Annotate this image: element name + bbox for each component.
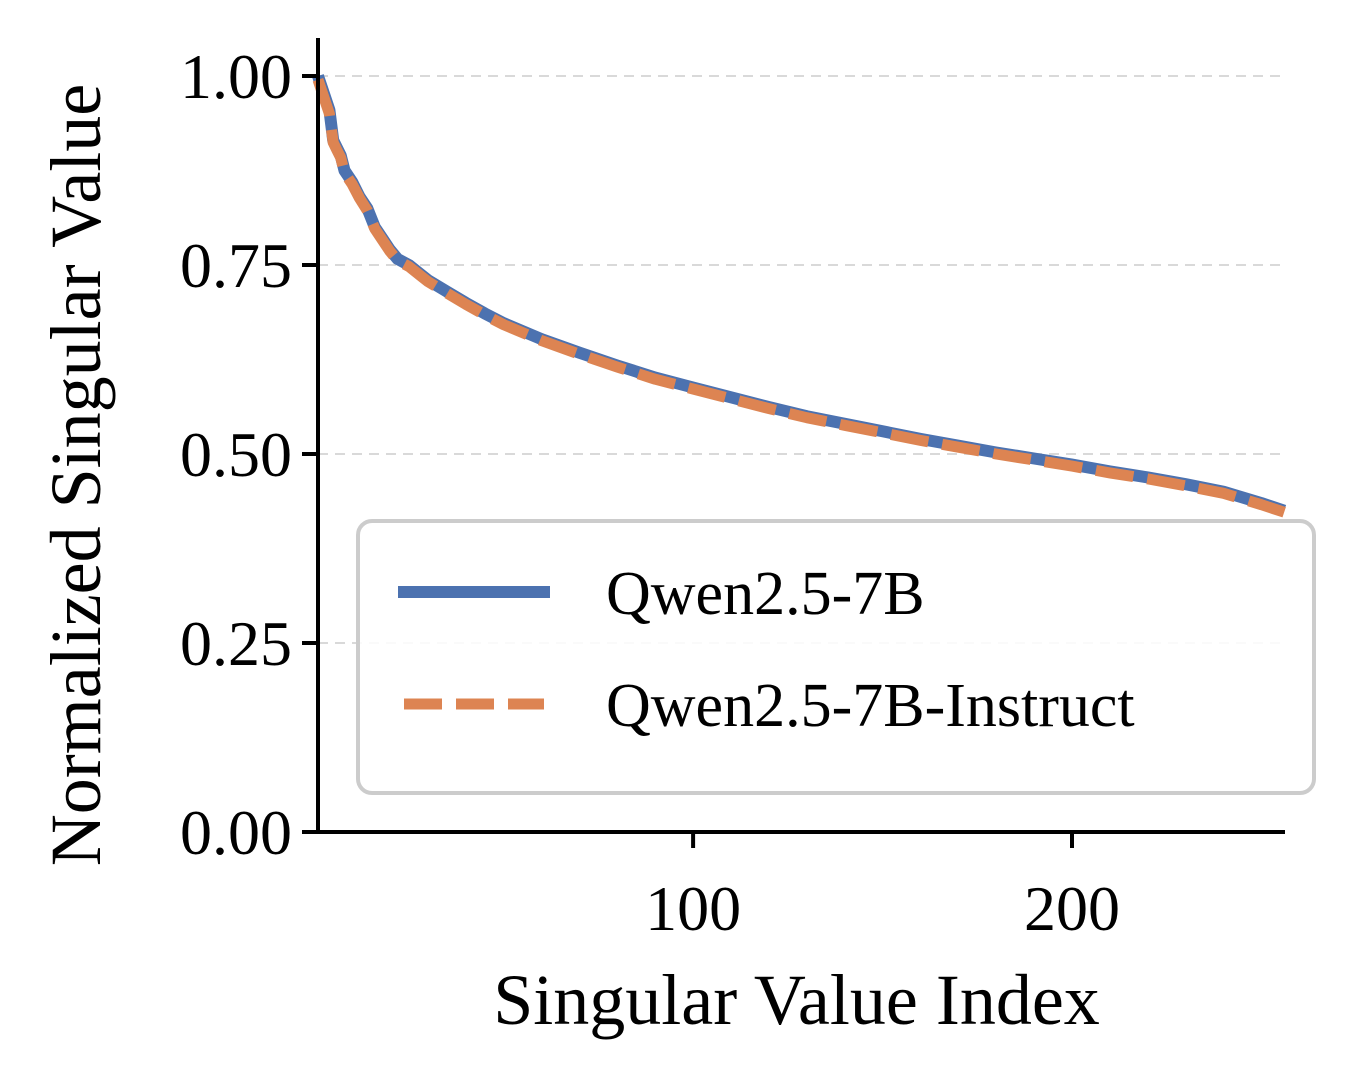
y-ticks: 0.00 0.25 0.50 0.75 1.00 bbox=[180, 41, 318, 868]
plot-series bbox=[312, 74, 1287, 518]
legend-box bbox=[356, 519, 1316, 795]
y-axis-title: Normalized Singular Value bbox=[36, 84, 116, 866]
y-tick-label: 0.00 bbox=[180, 797, 292, 868]
legend-label: Qwen2.5-7B-Instruct bbox=[606, 672, 1135, 740]
legend-label: Qwen2.5-7B bbox=[606, 560, 925, 628]
x-tick-label: 100 bbox=[645, 873, 741, 944]
legend: Qwen2.5-7B Qwen2.5-7B-Instruct bbox=[356, 519, 1316, 795]
y-tick-label: 0.50 bbox=[180, 419, 292, 490]
y-tick-label: 0.25 bbox=[180, 608, 292, 679]
y-tick-label: 1.00 bbox=[180, 41, 292, 112]
series-line-qwen2-5-7b bbox=[312, 74, 1287, 517]
series-line-qwen2-5-7b-instruct bbox=[312, 78, 1286, 518]
axes bbox=[316, 38, 1285, 834]
y-tick-label: 0.75 bbox=[180, 230, 292, 301]
x-ticks: 100 200 bbox=[645, 832, 1120, 944]
x-tick-label: 200 bbox=[1024, 873, 1120, 944]
x-axis-title: Singular Value Index bbox=[493, 960, 1100, 1040]
